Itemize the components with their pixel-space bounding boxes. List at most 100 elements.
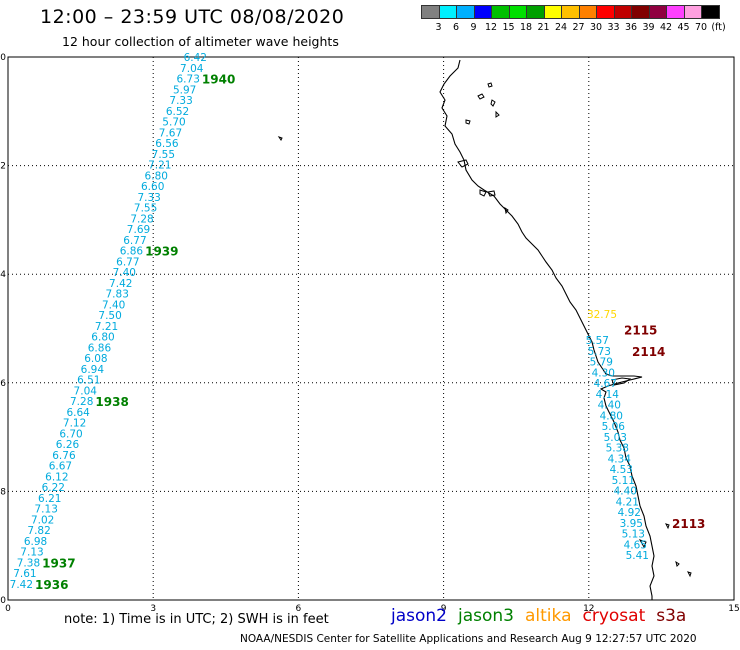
swh-value-label: 7.33 [137,192,160,204]
color-scale-label: 15 [502,22,515,33]
swh-value-label: 5.73 [588,346,611,358]
pass-time-label: 1937 [42,556,75,570]
color-scale-label: (ft) [711,22,726,33]
pass-time-label: 1936 [35,578,68,592]
satellite-legend-jason2: jason2 [391,606,447,626]
island [611,377,632,386]
swh-value-label: 5.41 [626,550,649,562]
color-scale-label: 39 [642,22,655,33]
swh-value-label: 6.73 [177,74,200,86]
color-scale-label: 12 [484,22,498,33]
island [687,571,692,578]
swh-value-label: 6.70 [59,428,82,440]
x-tick-label: 3 [150,604,156,614]
swh-value-label: 7.42 [10,579,33,591]
color-scale-label: 45 [677,22,690,33]
color-scale-label: 9 [470,22,477,33]
x-tick-label: 15 [728,604,739,614]
swh-value-label: 6.26 [56,439,80,451]
island [487,190,496,197]
color-scale-label: 18 [519,22,533,33]
y-tick-label: -10 [0,596,6,606]
swh-value-label: 5.97 [173,84,196,96]
swh-value-label: 7.82 [27,525,50,537]
swh-value-label: 4.65 [624,539,647,551]
swh-value-label: 4.34 [608,453,632,465]
swh-value-label: 6.80 [145,170,168,182]
island [465,119,471,125]
swh-value-label: 7.42 [109,278,132,290]
swh-value-label: 5.79 [590,357,613,369]
swh-value-label: 6.94 [81,364,105,376]
swh-value-label: 6.86 [88,342,112,354]
swh-value-label: 4.92 [618,507,641,519]
x-tick-label: 0 [5,604,11,614]
swh-value-label: 4.80 [600,410,623,422]
swh-value-label: 7.12 [63,418,86,430]
swh-value-label: 4.53 [610,464,633,476]
coastline [439,59,655,600]
island [504,206,509,215]
x-tick-label: 9 [441,604,447,614]
swh-value-label: 4.40 [598,400,621,412]
color-scale-label: 3 [435,22,442,33]
swh-value-label: 7.83 [106,289,129,301]
color-swatches [421,5,720,19]
footnote: note: 1) Time is in UTC; 2) SWH is in fe… [64,612,329,627]
swh-value-label: 6.98 [24,536,47,548]
swh-value-label: 7.02 [31,514,54,526]
pass-time-label: 1938 [95,395,128,409]
swh-value-label: 6.60 [141,181,164,193]
swh-value-label: 6.51 [77,375,100,387]
page-subtitle: 12 hour collection of altimeter wave hei… [62,34,339,49]
island [477,93,485,100]
island [638,539,647,549]
y-tick-label: -4 [0,270,6,280]
page-title: 12:00 – 23:59 UTC 08/08/2020 [40,6,345,28]
y-tick-label: -8 [0,487,6,497]
swh-value-label: 6.42 [184,52,207,64]
swh-value-label: 6.76 [52,450,76,462]
swh-value-label: 7.55 [152,149,175,161]
swh-value-label: 4.21 [616,496,639,508]
satellite-legend-altika: altika [525,606,572,626]
satellite-legend: jason2 jason3 altika cryosat s3a [391,606,697,626]
island [495,110,500,118]
swh-value-label: 6.12 [45,471,68,483]
color-scale-label: 36 [624,22,638,33]
island [277,136,283,141]
swh-value-label: 5.57 [586,335,609,347]
swh-value-label: 7.67 [159,127,182,139]
swh-value-label: 6.77 [116,256,139,268]
swh-value-label: 5.38 [606,443,629,455]
island [479,189,487,197]
color-scale-label: 27 [572,22,585,33]
swh-value-label: 4.14 [596,389,620,401]
swh-value-label: 6.77 [123,235,146,247]
swh-value-label: 4.30 [592,367,615,379]
swh-value-label: 7.69 [127,224,150,236]
swh-value-label: 4.67 [594,378,617,390]
pass-time-label: 1939 [145,245,178,259]
island [457,159,469,168]
swh-value-label: 7.33 [169,95,192,107]
x-tick-label: 6 [296,604,302,614]
color-scale-label: 33 [607,22,620,33]
swh-value-label: 7.40 [113,267,136,279]
satellite-legend-cryosat: cryosat [582,606,646,626]
color-scale-legend: 3 6 9 12 15 18 21 24 27 30 33 36 39 42 45 70 (ft) [421,5,726,33]
swh-value-label: 7.61 [13,568,36,580]
swh-value-label: 7.28 [130,213,153,225]
swh-value-label: 7.04 [180,63,204,75]
swh-value-label: 6.21 [38,493,61,505]
y-tick-label: -2 [0,162,6,172]
swh-value-label: 5.13 [622,529,645,541]
swh-value-label: 7.28 [70,396,93,408]
x-tick-label: 12 [583,604,594,614]
swh-value-label: 7.21 [95,321,118,333]
plot-frame [7,56,735,601]
pass-time-label: 2115 [624,323,657,337]
swh-value-label: 7.50 [98,310,121,322]
pass-time-label: 2114 [632,345,665,359]
